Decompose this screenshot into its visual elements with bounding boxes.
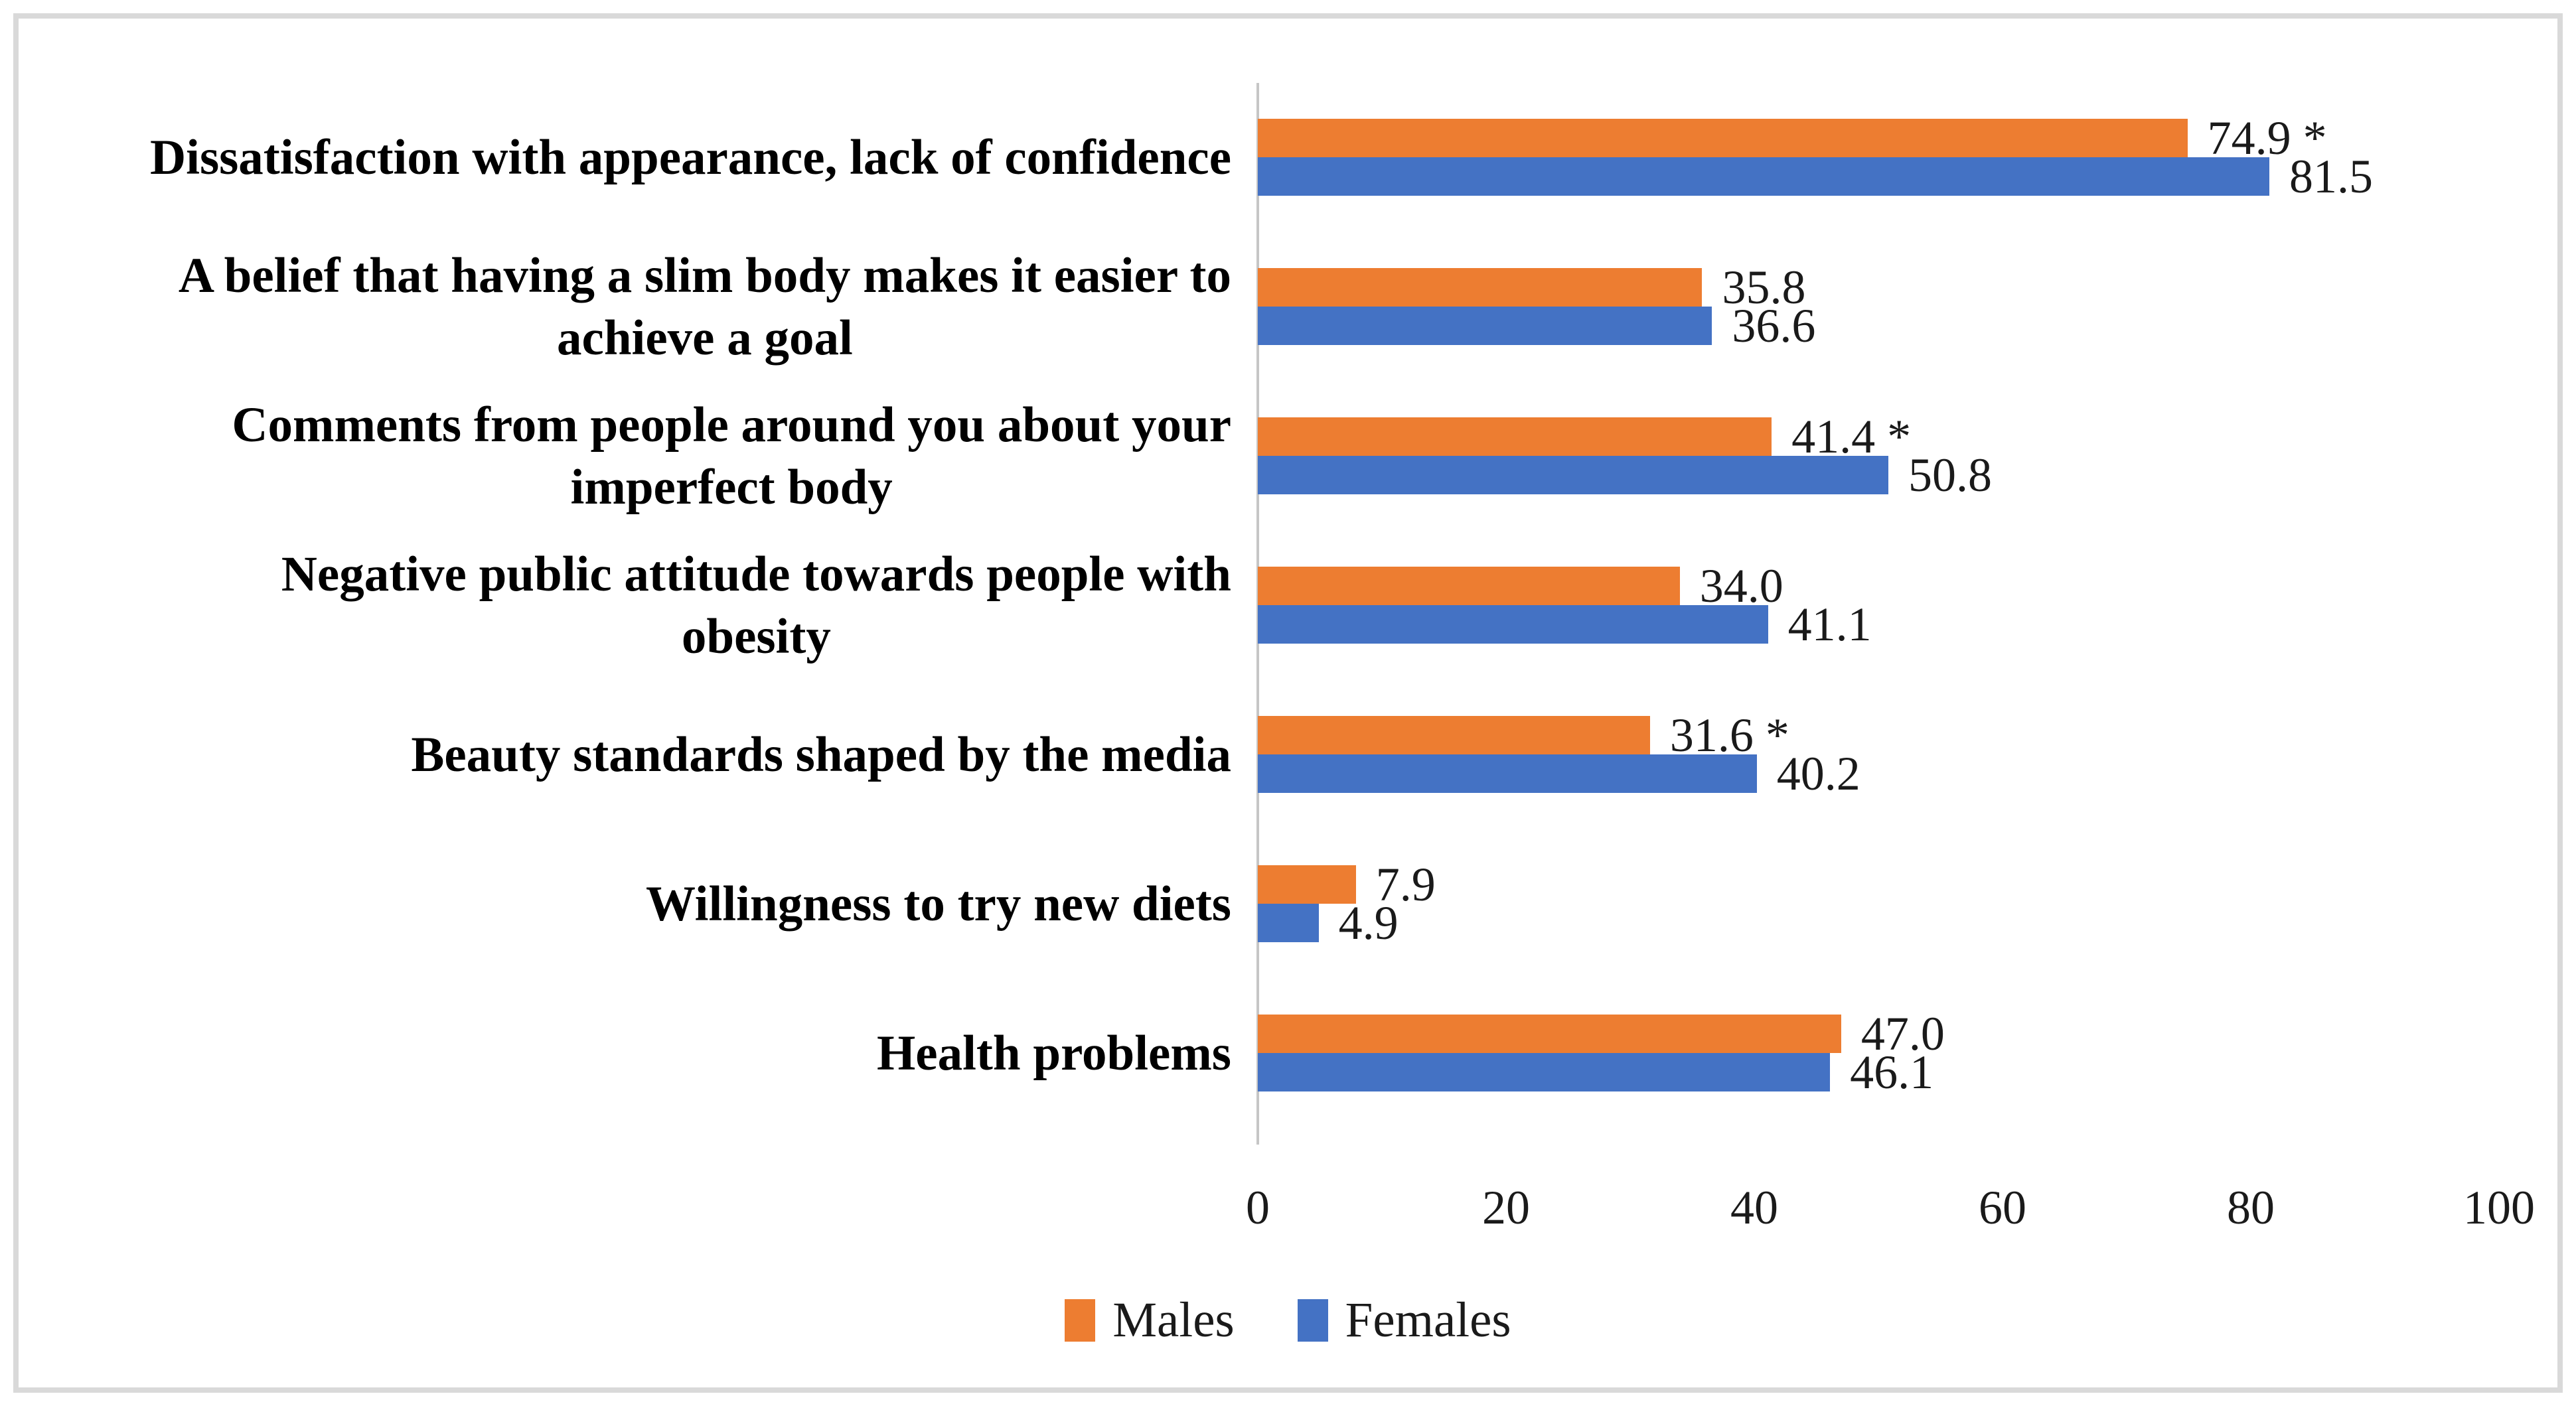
males-bar: [1258, 119, 2188, 157]
category-label: Dissatisfaction with appearance, lack of…: [27, 83, 1231, 232]
males-bar: [1258, 417, 1772, 456]
males-bar: [1258, 1015, 1841, 1053]
bar-group: 74.9 * 81.5: [1258, 114, 2373, 200]
category-label: Negative public attitude towards people …: [27, 531, 1231, 680]
category-label-text: Willingness to try new diets: [646, 876, 1231, 932]
category-label: Health problems: [27, 979, 1231, 1128]
females-bar: [1258, 456, 1888, 494]
males-bar-row: 74.9 *: [1258, 114, 2373, 162]
category-row: Negative public attitude towards people …: [27, 531, 2536, 680]
females-value-label: 40.2: [1776, 747, 1860, 800]
males-value-label: 7.9: [1375, 858, 1436, 911]
category-label: A belief that having a slim body makes i…: [27, 232, 1231, 382]
females-bar: [1258, 605, 1768, 644]
legend: Males Females: [19, 1295, 2557, 1345]
females-value-label: 50.8: [1908, 449, 1992, 502]
bar-group: 47.0 46.1: [1258, 1010, 1945, 1096]
category-row: Health problems 47.0 46.1: [27, 979, 2536, 1128]
males-bar-row: 7.9: [1258, 861, 1436, 908]
females-value-label: 4.9: [1338, 896, 1399, 949]
bar-chart: 0 20 40 60 80 100 Males Females Dissatis…: [19, 19, 2557, 1387]
females-bar: [1258, 1053, 1831, 1091]
legend-item-females: Females: [1297, 1293, 1511, 1348]
x-axis-tick-label: 60: [1979, 1181, 2026, 1234]
females-value-label: 41.1: [1787, 598, 1872, 651]
bar-group: 31.6 * 40.2: [1258, 711, 1860, 798]
legend-label-females: Females: [1345, 1293, 1511, 1348]
males-bar-row: 41.4 *: [1258, 413, 1992, 460]
males-bar-row: 31.6 *: [1258, 711, 1860, 759]
females-bar-row: 40.2: [1258, 750, 1860, 798]
males-bar: [1258, 865, 1356, 904]
x-axis-tick-label: 40: [1730, 1181, 1778, 1234]
females-bar-row: 41.1: [1258, 600, 1872, 648]
legend-swatch-males: [1065, 1299, 1096, 1342]
females-bar-row: 81.5: [1258, 153, 2373, 200]
category-label: Comments from people around you about yo…: [27, 382, 1231, 531]
x-axis-tick-label: 100: [2463, 1181, 2535, 1234]
females-bar: [1258, 157, 2270, 196]
category-label-text: Beauty standards shaped by the media: [411, 727, 1231, 782]
males-bar-row: 35.8: [1258, 263, 1815, 311]
legend-item-males: Males: [1065, 1293, 1235, 1348]
category-row: A belief that having a slim body makes i…: [27, 232, 2536, 382]
females-bar-row: 4.9: [1258, 899, 1436, 947]
category-label-text: Dissatisfaction with appearance, lack of…: [149, 129, 1231, 185]
category-label-text: A belief that having a slim body makes i…: [178, 247, 1231, 366]
category-row: Comments from people around you about yo…: [27, 382, 2536, 531]
females-value-label: 36.6: [1732, 299, 1816, 352]
category-label-text: Negative public attitude towards people …: [281, 546, 1231, 664]
males-value-label: 41.4 *: [1791, 410, 1912, 463]
x-axis-tick-label: 80: [2227, 1181, 2275, 1234]
legend-swatch-females: [1297, 1299, 1328, 1342]
males-value-label: 35.8: [1722, 261, 1806, 314]
males-bar: [1258, 268, 1703, 307]
males-bar: [1258, 716, 1650, 754]
males-value-label: 34.0: [1699, 559, 1783, 612]
males-bar: [1258, 567, 1680, 605]
category-label: Willingness to try new diets: [27, 829, 1231, 979]
bar-group: 7.9 4.9: [1258, 861, 1436, 947]
category-row: Beauty standards shaped by the media 31.…: [27, 680, 2536, 829]
category-row: Willingness to try new diets 7.9 4.9: [27, 829, 2536, 979]
chart-frame: 0 20 40 60 80 100 Males Females Dissatis…: [13, 13, 2563, 1393]
category-label-text: Comments from people around you about yo…: [232, 397, 1231, 515]
x-axis-tick-label: 20: [1482, 1181, 1530, 1234]
category-row: Dissatisfaction with appearance, lack of…: [27, 83, 2536, 232]
females-bar: [1258, 307, 1712, 345]
x-axis-tick-label: 0: [1246, 1181, 1270, 1234]
females-bar-row: 46.1: [1258, 1048, 1945, 1096]
males-value-label: 74.9 *: [2207, 111, 2327, 165]
females-bar-row: 50.8: [1258, 451, 1992, 499]
category-label: Beauty standards shaped by the media: [27, 680, 1231, 829]
females-value-label: 81.5: [2289, 150, 2374, 203]
males-bar-row: 47.0: [1258, 1010, 1945, 1058]
bar-group: 34.0 41.1: [1258, 562, 1872, 648]
females-bar: [1258, 904, 1319, 942]
males-value-label: 31.6 *: [1669, 709, 1789, 762]
bar-group: 41.4 * 50.8: [1258, 413, 1992, 499]
females-bar-row: 36.6: [1258, 302, 1815, 350]
category-label-text: Health problems: [876, 1025, 1231, 1081]
males-bar-row: 34.0: [1258, 562, 1872, 610]
males-value-label: 47.0: [1860, 1007, 1945, 1060]
legend-label-males: Males: [1112, 1293, 1235, 1348]
bar-group: 35.8 36.6: [1258, 263, 1815, 350]
females-bar: [1258, 754, 1757, 793]
females-value-label: 46.1: [1850, 1046, 1934, 1099]
